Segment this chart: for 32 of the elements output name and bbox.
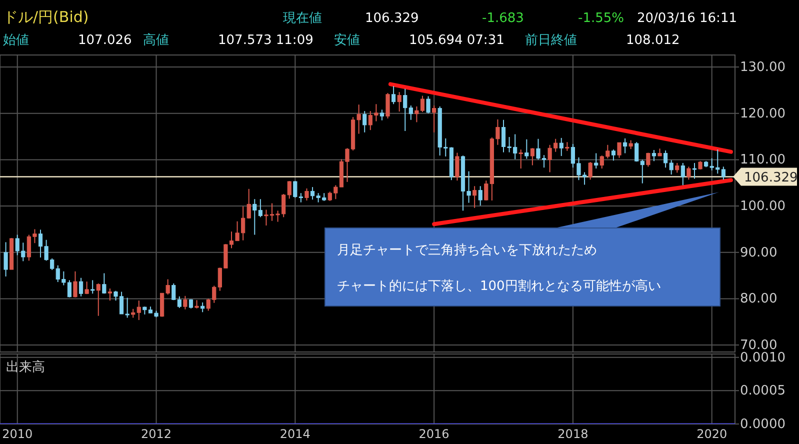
x-tick-label: 2018 <box>558 427 588 441</box>
y-tick-label: 110.00 <box>740 152 786 168</box>
x-tick-label: 2020 <box>696 427 728 441</box>
chart-title: ドル/円(Bid) <box>3 8 89 26</box>
text: -1.683 <box>482 11 524 26</box>
annotation: 月足チャートで三角持ち合いを下放れたため <box>337 243 597 258</box>
ref-line-label: 106.329 <box>744 170 798 186</box>
text: 高値 <box>143 32 169 48</box>
text: 始値 <box>3 33 29 48</box>
text: 106.329 <box>365 11 419 26</box>
y-tick-label: 0.0005 <box>740 384 786 399</box>
text: 108.012 <box>626 33 680 48</box>
text: 前日終値 <box>525 33 577 48</box>
x-tick-label: 2012 <box>140 427 172 441</box>
y-tick-label: 90.00 <box>740 245 778 260</box>
y-tick-label: 100.00 <box>740 199 786 214</box>
text: 現在値 <box>283 11 322 26</box>
text: 20/03/16 16:11 <box>637 11 737 26</box>
text: -1.55% <box>578 11 624 26</box>
text: 出来高 <box>6 359 45 375</box>
y-tick-label: 80.00 <box>740 292 778 307</box>
text: 105.694 07:31 <box>409 33 504 48</box>
x-tick-label: 2016 <box>418 427 450 441</box>
y-tick-label: 0.0000 <box>740 417 786 432</box>
text: 107.573 11:09 <box>218 33 314 48</box>
x-tick-label: 2010 <box>2 427 33 441</box>
annotation: チャート的には下落し、100円割れとなる可能性が高い <box>337 278 661 294</box>
text: 107.026 <box>78 33 132 48</box>
y-tick-label: 120.00 <box>740 106 786 122</box>
x-tick-label: 2014 <box>280 427 310 441</box>
text: 安値 <box>334 32 360 48</box>
y-tick-label: 130.00 <box>740 60 786 76</box>
